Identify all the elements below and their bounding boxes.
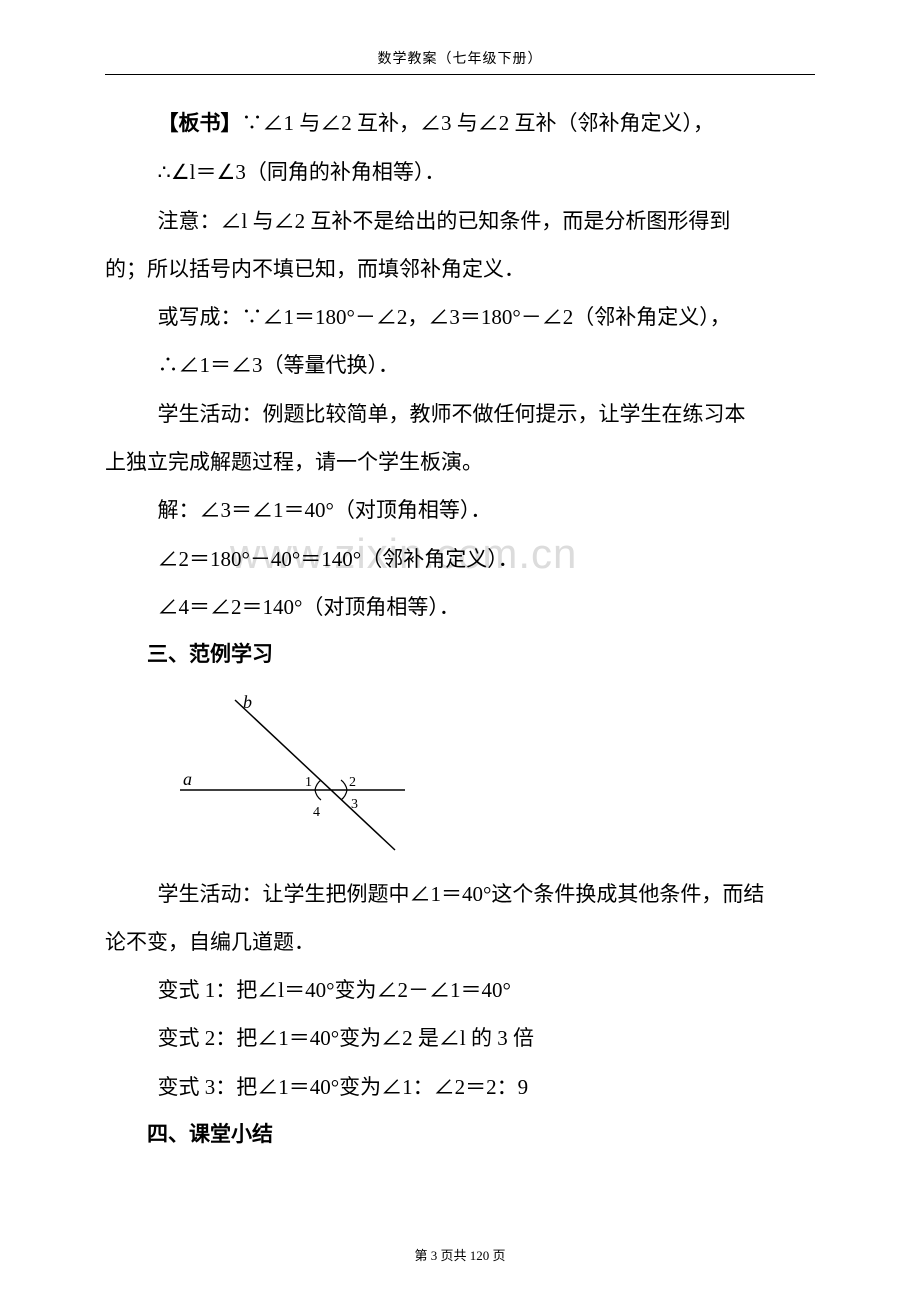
- angle-4-arc: [315, 790, 321, 800]
- para-5: ∴∠1＝∠3（等量代换）．: [105, 341, 815, 389]
- para-1: 【板书】∵∠1 与∠2 互补，∠3 与∠2 互补（邻补角定义），: [105, 99, 815, 148]
- label-b: b: [243, 692, 252, 712]
- para-4: 或写成：∵∠1＝180°－∠2，∠3＝180°－∠2（邻补角定义），: [105, 293, 815, 341]
- para-8: ∠2＝180°－40°＝140°（邻补角定义）．: [105, 535, 815, 583]
- header-title: 数学教案（七年级下册）: [105, 48, 815, 68]
- para-3a: 注意：∠l 与∠2 互补不是给出的已知条件，而是分析图形得到: [105, 197, 815, 245]
- para-10b: 论不变，自编几道题．: [105, 918, 815, 966]
- para-1-prefix: 【板书】: [158, 112, 242, 135]
- angle-2-arc: [341, 780, 347, 790]
- para-12: 变式 2：把∠1＝40°变为∠2 是∠l 的 3 倍: [105, 1014, 815, 1062]
- heading-1: 三、范例学习: [105, 631, 815, 679]
- para-13: 变式 3：把∠1＝40°变为∠1：∠2＝2：9: [105, 1063, 815, 1111]
- label-2: 2: [349, 775, 356, 790]
- label-a: a: [183, 769, 192, 789]
- para-9: ∠4＝∠2＝140°（对顶角相等）．: [105, 583, 815, 631]
- para-3b: 的；所以括号内不填已知，而填邻补角定义．: [105, 245, 815, 293]
- page-footer: 第 3 页共 120 页: [0, 1245, 920, 1264]
- para-2: ∴∠l＝∠3（同角的补角相等）．: [105, 148, 815, 196]
- para-6b: 上独立完成解题过程，请一个学生板演。: [105, 438, 815, 486]
- para-1-text: ∵∠1 与∠2 互补，∠3 与∠2 互补（邻补角定义），: [242, 111, 715, 135]
- angle-3-arc: [341, 790, 347, 800]
- intersecting-lines-diagram: a b 1 2 3 4: [165, 690, 415, 860]
- line-b: [235, 700, 395, 850]
- label-1: 1: [305, 775, 312, 790]
- label-3: 3: [351, 797, 358, 812]
- para-11: 变式 1：把∠l＝40°变为∠2－∠1＝40°: [105, 966, 815, 1014]
- content: 【板书】∵∠1 与∠2 互补，∠3 与∠2 互补（邻补角定义）， ∴∠l＝∠3（…: [105, 99, 815, 1159]
- heading-2: 四、课堂小结: [105, 1111, 815, 1159]
- para-10a: 学生活动：让学生把例题中∠1＝40°这个条件换成其他条件，而结: [105, 870, 815, 918]
- para-6a: 学生活动：例题比较简单，教师不做任何提示，让学生在练习本: [105, 390, 815, 438]
- angle-1-arc: [315, 780, 321, 790]
- label-4: 4: [313, 805, 320, 820]
- header-rule: [105, 74, 815, 75]
- para-7: 解：∠3＝∠1＝40°（对顶角相等）．: [105, 486, 815, 534]
